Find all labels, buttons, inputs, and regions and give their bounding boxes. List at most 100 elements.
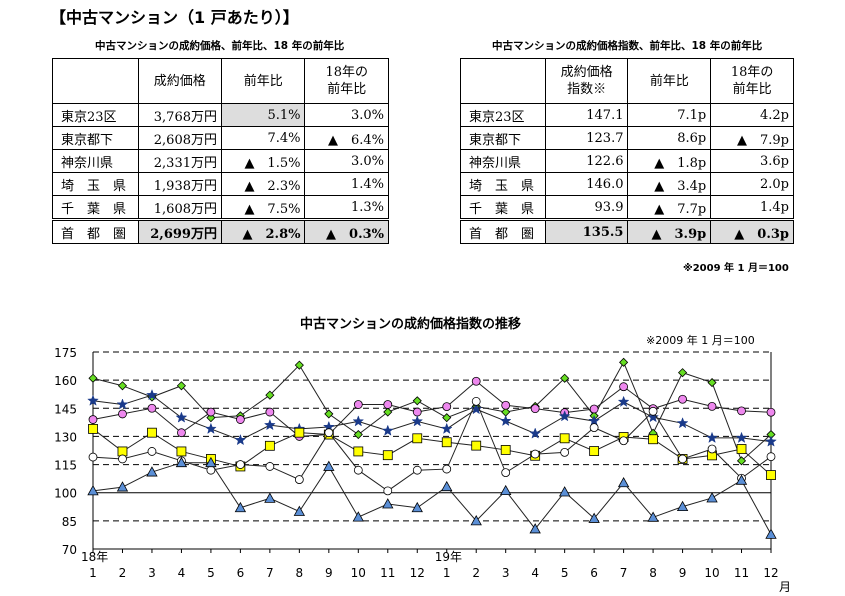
open-circle-marker — [766, 452, 776, 462]
diamond-marker — [560, 373, 570, 383]
cell-value: 5.1% — [220, 103, 306, 127]
chart-note: ※2009 年 1 月＝100 — [646, 334, 755, 347]
x-tick-label: 10 — [351, 566, 366, 580]
x-tick-label: 10 — [704, 566, 719, 580]
column-header: 成約価格 — [137, 58, 222, 104]
x-tick-label: 2 — [472, 566, 480, 580]
star-marker — [765, 435, 777, 447]
x-tick-label: 6 — [237, 566, 245, 580]
row-label: 神奈川県 — [52, 149, 139, 173]
table-row: 東京都下 123.7 8.6p ▲ 7.9p — [460, 126, 794, 150]
triangle-marker — [175, 456, 188, 468]
x-tick-label: 9 — [325, 566, 333, 580]
cell-value: ▲ 7.9p — [710, 126, 794, 150]
circle-marker — [737, 406, 746, 416]
square-marker — [471, 440, 482, 451]
open-circle-marker — [619, 436, 629, 446]
table-row: 神奈川県 122.6 ▲ 1.8p 3.6p — [460, 149, 794, 173]
open-circle-marker — [530, 449, 540, 459]
x-tick-label: 3 — [502, 566, 510, 580]
table-row: 神奈川県 2,331万円 ▲ 1.5% 3.0% — [52, 149, 389, 173]
series-line — [92, 361, 772, 462]
row-label: 首 都 圏 — [52, 218, 139, 244]
triangle-marker — [87, 485, 99, 496]
square-marker — [736, 444, 747, 454]
open-circle-marker — [501, 468, 511, 478]
row-label: 東京23区 — [52, 103, 139, 127]
open-circle-marker — [560, 447, 570, 457]
column-header — [460, 58, 546, 104]
square-marker — [766, 470, 776, 480]
x-tick-label: 6 — [590, 566, 598, 580]
index-note: ※2009 年 1 月＝100 — [683, 263, 789, 274]
row-label: 東京都下 — [460, 126, 546, 150]
row-label: 千 葉 県 — [52, 195, 139, 220]
triangle-marker — [500, 484, 512, 496]
x-tick-label: 12 — [410, 566, 425, 580]
diamond-marker — [707, 378, 717, 388]
table-row: 東京都下 2,608万円 7.4% ▲ 6.4% — [52, 126, 389, 150]
circle-marker — [206, 407, 216, 417]
row-label: 東京23区 — [460, 103, 546, 127]
circle-marker — [147, 403, 157, 413]
triangle-marker — [588, 512, 600, 523]
page-title: 【中古マンション（1 戸あたり）】 — [50, 8, 299, 27]
open-circle-marker — [294, 475, 304, 484]
series-circle — [88, 376, 776, 441]
x-unit-label: 月 — [779, 580, 791, 594]
star-marker — [234, 433, 247, 446]
diamond-marker — [117, 381, 128, 391]
cell-value: 146.0 — [544, 172, 629, 196]
cell-value: 7.4% — [220, 126, 306, 150]
circle-marker — [88, 415, 98, 424]
square-marker — [441, 437, 452, 448]
y-tick-label: 85 — [62, 515, 77, 529]
diamond-marker — [736, 456, 747, 466]
diamond-marker — [294, 360, 304, 370]
cell-value: 1,938万円 — [137, 172, 222, 196]
series-star — [87, 388, 777, 447]
square-marker — [176, 446, 187, 457]
column-header: 成約価格 指数※ — [544, 58, 629, 104]
table-row: 千 葉 県 1,608万円 ▲ 7.5% 1.3% — [52, 195, 389, 220]
star-marker — [617, 395, 630, 407]
chart-title: 中古マンションの成約価格指数の推移 — [300, 317, 522, 332]
cell-value: ▲ 3.4p — [627, 172, 712, 196]
star-marker — [352, 415, 365, 427]
cell-value: ▲ 0.3% — [304, 218, 389, 244]
cell-value: 3.0% — [304, 103, 389, 127]
circle-marker — [707, 402, 717, 411]
diamond-marker — [88, 373, 98, 383]
circle-marker — [177, 428, 186, 438]
triangle-marker — [676, 500, 689, 511]
cell-value: 1.4p — [710, 195, 794, 220]
diamond-marker — [353, 429, 363, 440]
table-row: 埼 玉 県 146.0 ▲ 3.4p 2.0p — [460, 172, 794, 196]
x-tick-label: 8 — [649, 566, 657, 580]
cell-value: ▲ 1.8p — [627, 149, 712, 173]
cell-value: 135.5 — [544, 218, 629, 244]
triangle-marker — [205, 456, 217, 468]
diamond-marker — [265, 390, 275, 400]
open-circle-marker — [324, 428, 334, 438]
diamond-marker — [176, 381, 187, 391]
triangle-marker — [735, 474, 748, 485]
circle-marker — [678, 394, 687, 404]
triangle-marker — [264, 492, 276, 503]
column-header: 前年比 — [220, 58, 306, 104]
cell-value: 8.6p — [627, 126, 712, 150]
star-marker — [205, 422, 217, 434]
series-line — [92, 400, 772, 492]
open-circle-marker — [118, 454, 127, 464]
x-tick-label: 7 — [266, 566, 274, 580]
x-tick-label: 8 — [296, 566, 304, 580]
table-row: 東京23区 147.1 7.1p 4.2p — [460, 103, 794, 127]
open-circle-marker — [648, 406, 658, 416]
x-tick-label: 11 — [734, 566, 749, 580]
open-circle-marker — [471, 396, 481, 406]
open-circle-marker — [707, 444, 717, 454]
index-table: 成約価格 指数※ 前年比 18年の 前年比 東京23区 147.1 7.1p 4.2p 東京都… — [460, 58, 794, 244]
open-circle-marker — [88, 452, 98, 462]
circle-marker — [471, 376, 481, 386]
x-tick-label: 12 — [763, 566, 778, 580]
